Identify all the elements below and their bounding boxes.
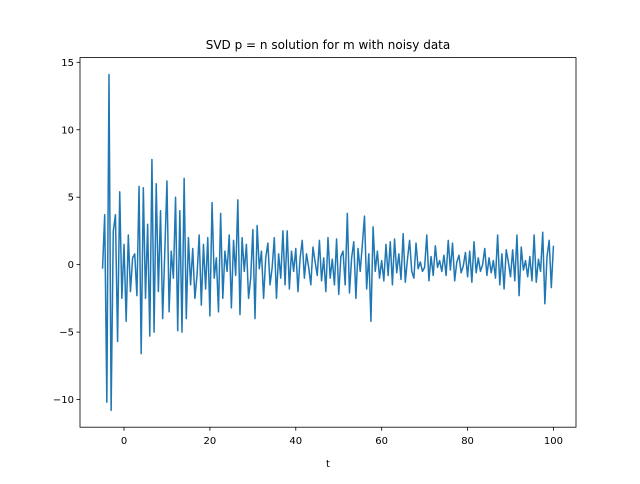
y-tick-label: −10 — [53, 395, 74, 406]
y-tick-label: 0 — [68, 260, 74, 271]
x-tick-label: 40 — [289, 436, 302, 447]
y-tick-label: −5 — [59, 328, 74, 339]
data-line — [101, 73, 555, 412]
y-tick-label: 10 — [61, 125, 74, 136]
x-tick-label: 0 — [121, 436, 127, 447]
x-tick-label: 20 — [204, 436, 217, 447]
chart-title: SVD p = n solution for m with noisy data — [206, 38, 451, 52]
x-tick-label: 100 — [544, 436, 563, 447]
x-tick-label: 60 — [375, 436, 388, 447]
axes-frame — [79, 57, 577, 428]
x-axis-label: t — [326, 459, 330, 470]
x-tick-label: 80 — [461, 436, 474, 447]
y-tick-label: 5 — [68, 193, 74, 204]
y-tick-label: 15 — [61, 58, 74, 69]
